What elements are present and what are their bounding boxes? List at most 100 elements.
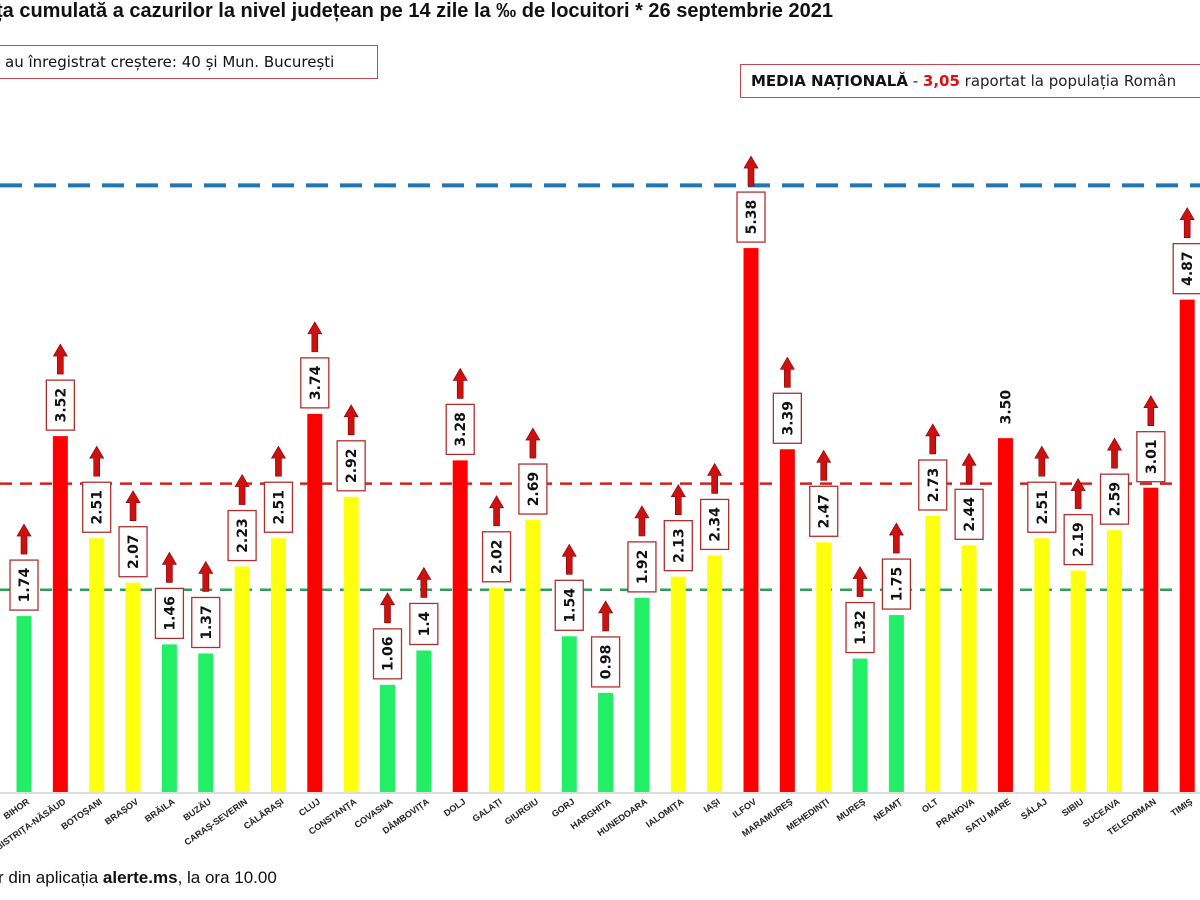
value-label-box [881,558,912,610]
increase-info-box: au înregistrat creștere: 40 și Mun. Bucu… [0,45,378,79]
value-label: 2.69 [526,472,542,507]
x-tick-label: BIHOR [2,796,32,821]
value-label-box [700,498,730,551]
value-label-box [45,379,75,431]
value-label: 3.28 [453,412,469,447]
value-label-box [627,541,657,593]
value-label: 5.38 [744,200,760,235]
bar [816,542,832,792]
bar [52,436,68,792]
value-label: 2.23 [235,518,251,553]
bar [489,587,505,792]
increase-arrow-icon [707,462,723,494]
bar [925,515,941,792]
x-tick-label: BRAȘOV [103,796,140,826]
value-label: 2.47 [817,494,833,529]
footer-pre: r din aplicația [0,868,103,887]
increase-arrow-icon [634,505,650,537]
value-label-box [736,191,766,243]
bar [961,545,977,792]
value-label: 2.02 [490,540,506,575]
value-label-box [191,596,221,649]
increase-arrow-icon [489,495,505,527]
value-label-box [227,509,257,562]
value-label-box [918,459,948,511]
bar [779,449,795,792]
increase-arrow-icon [1070,477,1086,509]
value-label-box [845,601,875,654]
value-label-box [1099,473,1130,525]
increase-arrow-icon [161,551,177,583]
value-label-box [954,488,984,540]
x-tick-label: ILFOV [731,796,758,819]
increase-arrow-icon [416,566,432,598]
value-label-box [300,357,330,409]
value-label-box [154,587,185,640]
value-label: 2.73 [926,468,942,503]
value-label: 0.98 [599,645,615,680]
x-tick-label: IALOMIȚA [644,796,686,829]
increase-arrow-icon [525,427,541,459]
increase-arrow-icon [234,473,250,505]
value-label-box [663,520,693,572]
increase-arrow-icon [89,445,105,477]
bar [234,566,250,792]
bar [525,520,541,792]
value-label: 2.07 [126,534,142,569]
value-label: 1.74 [17,568,33,603]
value-label-box [518,463,548,515]
value-label-box [118,526,148,578]
increase-arrow-icon [343,404,359,436]
bar [161,644,177,792]
bar [634,597,650,792]
bar [743,248,759,792]
x-tick-label: BRĂILA [143,796,177,824]
x-tick-label: BISTRIȚA-NĂSĂUD [0,796,68,852]
increase-arrow-icon [852,565,868,597]
x-tick-label: OLT [920,796,940,814]
increase-arrow-icon [961,452,977,484]
bar [270,538,286,792]
value-label: 1.92 [635,550,651,585]
value-label: 3.01 [1144,439,1160,474]
value-label: 1.46 [162,596,178,631]
x-tick-label: SIBIU [1060,796,1085,818]
increase-arrow-icon [779,356,795,388]
increase-arrow-icon [452,367,468,399]
value-label: 1.37 [199,605,215,640]
bar [125,582,141,792]
increase-arrow-icon [1106,437,1123,469]
value-label: 2.51 [1035,490,1051,525]
national-average-box: MEDIA NAȚIONALĂ - 3,05 raportat la popul… [740,64,1200,98]
value-label-box [481,531,512,583]
x-tick-label: GORJ [550,796,577,819]
value-label-box [445,403,475,456]
value-label-box [82,481,112,533]
bar [707,555,723,792]
bar [852,658,868,792]
increase-arrow-icon [1179,207,1195,238]
bar [307,413,323,792]
chart-title: ța cumulată a cazurilor la nivel județea… [0,0,833,22]
value-label-box [372,628,403,680]
x-tick-label: BOTOȘANI [59,796,104,831]
value-label: 3.52 [53,388,69,423]
value-label: 2.13 [671,528,687,563]
national-label: MEDIA NAȚIONALĂ [751,72,908,90]
increase-arrow-icon [270,445,286,477]
x-tick-label: TIMIȘ [1169,796,1194,818]
value-label: 2.34 [708,507,724,542]
x-tick-label: CĂLĂRAȘI [242,796,286,831]
increase-arrow-icon [1143,395,1159,426]
value-label-box [336,440,366,492]
value-label: 2.19 [1071,522,1087,557]
bar [561,636,577,792]
bar [1070,570,1086,792]
bar [1143,487,1159,792]
increase-arrow-icon [743,155,759,187]
bar [1107,530,1122,792]
increase-arrow-icon [198,560,214,592]
footer-source: alerte.ms [102,868,178,887]
value-label-box [1027,481,1057,533]
value-label-box [1172,242,1200,295]
